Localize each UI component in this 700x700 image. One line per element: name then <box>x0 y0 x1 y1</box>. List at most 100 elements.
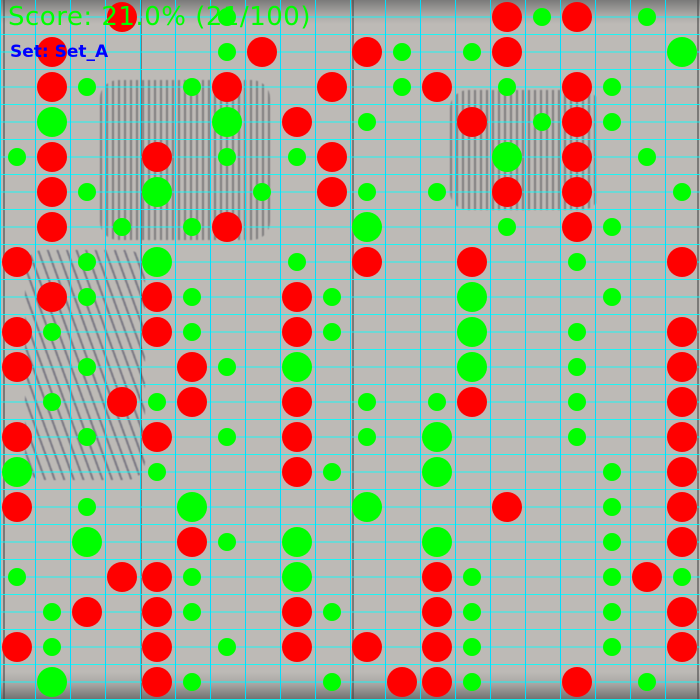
green-marker <box>568 428 586 446</box>
red-marker <box>667 632 697 662</box>
red-marker <box>562 667 592 697</box>
green-marker <box>422 527 452 557</box>
red-marker <box>667 492 697 522</box>
green-marker <box>43 638 61 656</box>
green-marker <box>183 323 201 341</box>
red-marker <box>72 597 102 627</box>
red-marker <box>142 597 172 627</box>
green-marker <box>78 78 96 96</box>
green-marker <box>492 142 522 172</box>
red-marker <box>177 352 207 382</box>
green-marker <box>148 463 166 481</box>
green-marker <box>352 212 382 242</box>
green-marker <box>43 603 61 621</box>
red-marker <box>317 72 347 102</box>
green-marker <box>457 352 487 382</box>
green-marker <box>463 638 481 656</box>
red-marker <box>142 562 172 592</box>
red-marker <box>142 632 172 662</box>
red-marker <box>562 177 592 207</box>
red-marker <box>37 282 67 312</box>
red-marker <box>667 597 697 627</box>
green-marker <box>603 218 621 236</box>
green-marker <box>323 673 341 691</box>
green-marker <box>218 533 236 551</box>
green-marker <box>358 428 376 446</box>
red-marker <box>2 317 32 347</box>
green-marker <box>568 393 586 411</box>
red-marker <box>107 387 137 417</box>
green-marker <box>37 667 67 697</box>
red-marker <box>107 2 137 32</box>
green-marker <box>8 568 26 586</box>
scribble-texture <box>100 80 270 240</box>
red-marker <box>2 352 32 382</box>
green-marker <box>218 148 236 166</box>
green-marker <box>183 568 201 586</box>
red-marker <box>37 142 67 172</box>
green-marker <box>142 177 172 207</box>
green-marker <box>78 253 96 271</box>
red-marker <box>142 422 172 452</box>
green-marker <box>463 673 481 691</box>
red-marker <box>37 177 67 207</box>
green-marker <box>463 43 481 61</box>
green-marker <box>533 8 551 26</box>
green-marker <box>282 527 312 557</box>
green-marker <box>323 463 341 481</box>
green-marker <box>638 148 656 166</box>
green-marker <box>212 107 242 137</box>
green-marker <box>142 247 172 277</box>
red-marker <box>422 562 452 592</box>
green-marker <box>463 603 481 621</box>
green-marker <box>177 492 207 522</box>
red-marker <box>177 387 207 417</box>
red-marker <box>457 107 487 137</box>
green-marker <box>358 393 376 411</box>
green-marker <box>667 37 697 67</box>
red-marker <box>317 142 347 172</box>
red-marker <box>37 72 67 102</box>
red-marker <box>492 37 522 67</box>
green-marker <box>37 107 67 137</box>
green-marker <box>358 183 376 201</box>
red-marker <box>2 247 32 277</box>
red-marker <box>667 317 697 347</box>
red-marker <box>142 667 172 697</box>
green-marker <box>282 352 312 382</box>
red-marker <box>667 352 697 382</box>
green-marker <box>183 603 201 621</box>
red-marker <box>422 632 452 662</box>
red-marker <box>562 212 592 242</box>
red-marker <box>667 457 697 487</box>
green-marker <box>113 218 131 236</box>
red-marker <box>492 492 522 522</box>
red-marker <box>282 597 312 627</box>
green-marker <box>673 568 691 586</box>
green-marker <box>393 78 411 96</box>
green-marker <box>568 253 586 271</box>
green-marker <box>603 113 621 131</box>
red-marker <box>457 247 487 277</box>
red-marker <box>282 107 312 137</box>
red-marker <box>212 212 242 242</box>
scan-seam <box>3 0 5 700</box>
green-marker <box>183 673 201 691</box>
green-marker <box>422 422 452 452</box>
green-marker <box>282 562 312 592</box>
score-text: Score: 21.0% (21/100) <box>8 2 311 32</box>
green-marker <box>428 393 446 411</box>
red-marker <box>142 317 172 347</box>
green-marker <box>78 183 96 201</box>
green-marker <box>568 323 586 341</box>
green-marker <box>638 673 656 691</box>
green-marker <box>498 218 516 236</box>
green-marker <box>603 638 621 656</box>
red-marker <box>632 562 662 592</box>
red-marker <box>667 247 697 277</box>
red-marker <box>562 107 592 137</box>
green-marker <box>603 463 621 481</box>
red-marker <box>282 632 312 662</box>
red-marker <box>387 667 417 697</box>
